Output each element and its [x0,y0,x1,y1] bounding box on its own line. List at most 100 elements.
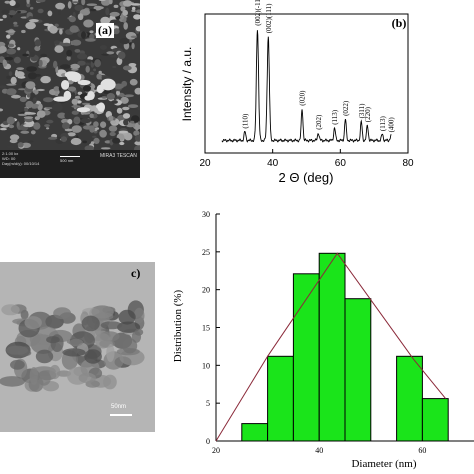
hist-y-tick-label: 5 [206,399,210,408]
hist-y-axis: 0 5 10 15 20 25 30 [202,210,220,446]
sem-grain [6,75,11,80]
sem-grain [118,130,128,134]
sem-grain [36,110,46,118]
sem-grain [27,93,31,98]
hist-y-tick-label: 10 [202,361,210,370]
sem-grain [77,53,88,60]
sem-grain [6,116,15,125]
sem-grain [18,5,26,11]
sem-grain [6,48,17,55]
sem-grain [47,10,53,17]
sem-grain [77,60,86,66]
sem-grain [122,113,131,119]
tem-micrograph: 50nm [0,262,155,432]
xrd-peak-label: (022) [342,100,350,116]
sem-grain [67,118,73,125]
sem-grain [8,71,13,77]
sem-grain [81,0,86,6]
sem-grain [85,65,90,73]
sem-bright-grain [96,84,104,94]
hist-y-tick-label: 0 [206,437,210,446]
sem-grain [27,72,37,80]
sem-grain [9,139,18,144]
sem-info-text: 2:1.00 kx WD: 00 Day(m/d/y): 00/10/14 [2,151,39,166]
sem-grain [105,7,110,16]
sem-grain [106,51,115,55]
sem-grain [67,86,77,92]
sem-grain [113,28,120,35]
sem-grain [133,14,140,20]
xrd-x-label: 2 Θ (deg) [279,170,334,185]
sem-grain [66,49,73,57]
hist-y-tick-label: 30 [202,210,210,219]
sem-grain [47,136,58,140]
sem-grain [135,9,140,14]
sem-bright-grain [100,78,116,91]
sem-grain [108,115,114,121]
tem-particle [62,348,86,357]
sem-grain [61,42,71,47]
sem-grain [117,51,126,60]
tem-particle [103,374,117,390]
sem-grain [131,42,135,50]
sem-grain [109,11,120,17]
sem-grain [14,71,25,78]
hist-bar [241,423,269,442]
tem-particle [100,321,123,330]
xrd-y-label: Intensity / a.u. [180,47,194,122]
sem-grain [53,86,60,92]
sem-grain [26,66,37,72]
sem-grain [89,71,95,76]
tem-particle [78,372,97,384]
xrd-chart: (b) 20 40 60 80 (110)(002)(-111) (002)(111)(… [180,0,414,185]
sem-grain [55,2,65,10]
sem-grain [0,45,7,53]
sem-info-bar: 2:1.00 kx WD: 00 Day(m/d/y): 00/10/14 50… [0,150,140,178]
sem-grain [17,47,21,51]
sem-grain [120,96,129,104]
sem-grain [36,88,45,92]
sem-grain [40,53,47,58]
tem-particle [133,307,145,324]
tem-particle [1,304,20,316]
sem-grain [58,7,62,16]
sem-grain [17,113,28,116]
hist-fit-curve [215,252,446,442]
sem-grain [123,119,129,126]
sem-grain [134,87,140,95]
sem-grain [89,113,94,118]
sem-grain [64,111,71,120]
sem-grain [98,70,102,74]
sem-grain [24,111,33,115]
sem-grain [89,30,94,34]
sem-grain [108,125,118,132]
sem-grain [127,104,139,108]
sem-grain [53,60,58,69]
sem-grain [101,0,111,6]
hist-bars [241,252,449,442]
sem-grain [54,23,59,28]
sem-grain [122,9,128,16]
sem-grain [30,6,34,10]
sem-info-line: 2:1.00 kx [2,151,19,156]
sem-grain [99,129,107,138]
sem-grain [20,130,30,134]
hist-x-tick-label: 40 [315,446,323,455]
sem-grain [89,33,95,40]
sem-grain [35,0,46,3]
sem-grain [57,112,67,119]
sem-grain [79,9,91,16]
sem-grain [69,25,79,33]
sem-grain [89,125,95,133]
sem-info-line: WD: 00 [2,156,16,161]
sem-grain [25,100,34,109]
tem-particle [106,344,115,362]
sem-grain [54,45,64,53]
sem-grain [8,43,15,48]
sem-grain [130,120,135,124]
sem-bright-grain [77,79,91,86]
sem-grain [4,0,11,4]
sem-grain [68,16,76,23]
sem-grain [109,131,116,137]
hist-y-tick-label: 15 [202,324,210,333]
